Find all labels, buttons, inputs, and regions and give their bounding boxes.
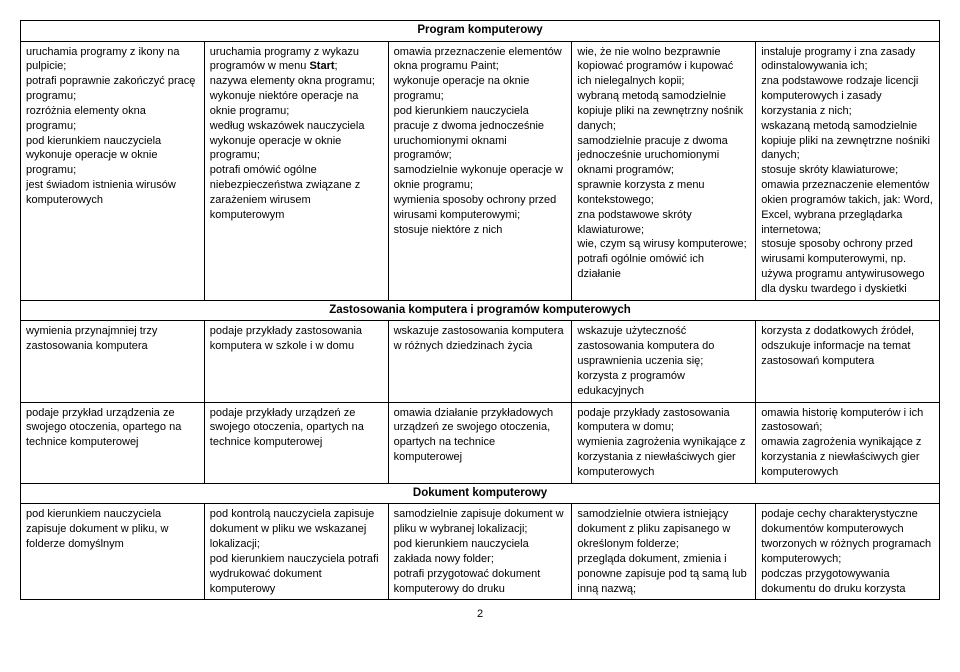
table-cell: wie, że nie wolno bezprawnie kopiować pr… — [572, 41, 756, 300]
section-header: Zastosowania komputera i programów kompu… — [21, 300, 940, 321]
table-cell: wskazuje użyteczność zastosowania komput… — [572, 321, 756, 402]
table-cell: wymienia przynajmniej trzy zastosowania … — [21, 321, 205, 402]
bold-term: Start — [309, 60, 334, 72]
table-cell: pod kontrolą nauczyciela zapisuje dokume… — [204, 504, 388, 600]
table-row: uruchamia programy z ikony na pulpicie;p… — [21, 41, 940, 300]
table-row: wymienia przynajmniej trzy zastosowania … — [21, 321, 940, 402]
table-row: podaje przykład urządzenia ze swojego ot… — [21, 402, 940, 483]
table-cell: samodzielnie zapisuje dokument w pliku w… — [388, 504, 572, 600]
table-cell: omawia działanie przykładowych urządzeń … — [388, 402, 572, 483]
section-header: Program komputerowy — [21, 21, 940, 42]
table-cell: omawia historię komputerów i ich zastoso… — [756, 402, 940, 483]
page-number: 2 — [20, 608, 940, 620]
table-cell: samodzielnie otwiera istniejący dokument… — [572, 504, 756, 600]
table-cell: podaje przykłady urządzeń ze swojego oto… — [204, 402, 388, 483]
table-cell: omawia przeznaczenie elementów okna prog… — [388, 41, 572, 300]
table-cell: pod kierunkiem nauczyciela zapisuje doku… — [21, 504, 205, 600]
table-cell: wskazuje zastosowania komputera w różnyc… — [388, 321, 572, 402]
table-cell: korzysta z dodatkowych źródeł, odszukuje… — [756, 321, 940, 402]
curriculum-table: Program komputerowyuruchamia programy z … — [20, 20, 940, 600]
table-cell: podaje przykłady zastosowania komputera … — [204, 321, 388, 402]
table-cell: uruchamia programy z ikony na pulpicie;p… — [21, 41, 205, 300]
table-cell: podaje cechy charakterystyczne dokumentó… — [756, 504, 940, 600]
table-cell: instaluje programy i zna zasady odinstal… — [756, 41, 940, 300]
table-row: pod kierunkiem nauczyciela zapisuje doku… — [21, 504, 940, 600]
table-cell: podaje przykład urządzenia ze swojego ot… — [21, 402, 205, 483]
table-cell: uruchamia programy z wykazu programów w … — [204, 41, 388, 300]
section-header: Dokument komputerowy — [21, 483, 940, 504]
table-cell: podaje przykłady zastosowania komputera … — [572, 402, 756, 483]
